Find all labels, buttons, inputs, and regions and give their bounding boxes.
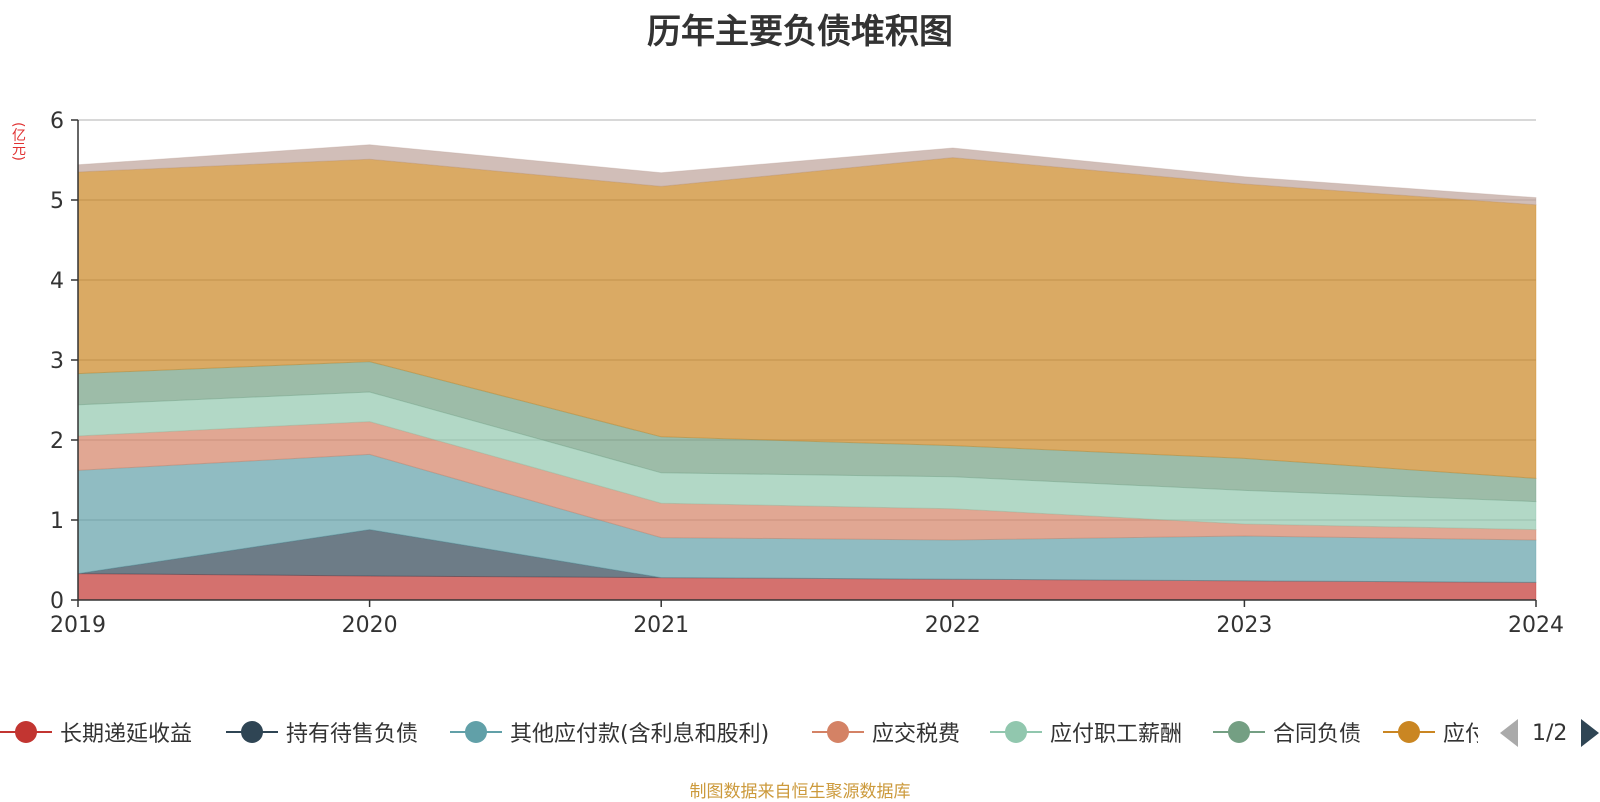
legend: 长期递延收益 持有待售负债 其他应付款(含利息和股利) 应交税费 应付职工薪酬 合同负债 应… xyxy=(0,712,1600,752)
legend-label: 持有待售负债 xyxy=(286,722,419,747)
legend-pager: 1/2 xyxy=(1500,718,1600,748)
x-tick-label: 2019 xyxy=(50,613,106,638)
x-tick-label: 2020 xyxy=(342,613,398,638)
axes: 0 1 2 3 4 5 6 2019 2020 2021 2022 2023 2024 xyxy=(50,109,1564,638)
y-tick-label: 5 xyxy=(50,189,64,214)
legend-marker-icon xyxy=(0,712,52,752)
legend-item[interactable]: 应交税费 xyxy=(812,712,960,752)
data-source-note: 制图数据来自恒生聚源数据库 xyxy=(689,782,911,802)
x-tick-label: 2024 xyxy=(1508,613,1564,638)
legend-label: 其他应付款(含利息和股利) xyxy=(510,722,770,747)
legend-item[interactable]: 长期递延收益 xyxy=(0,712,192,752)
legend-next-page-icon[interactable] xyxy=(1581,719,1600,747)
legend-marker-icon xyxy=(1383,712,1435,752)
x-tick-label: 2021 xyxy=(633,613,689,638)
chart-title: 历年主要负债堆积图 xyxy=(647,12,953,52)
x-tick-label: 2023 xyxy=(1216,613,1272,638)
y-axis-unit-label: (亿元) xyxy=(10,122,26,161)
legend-label: 应交税费 xyxy=(872,722,961,747)
y-tick-label: 4 xyxy=(50,269,64,294)
legend-label: 应付职工薪酬 xyxy=(1050,722,1183,747)
legend-item[interactable]: 其他应付款(含利息和股利) xyxy=(450,712,769,752)
y-tick-label: 6 xyxy=(50,109,64,134)
legend-prev-page-icon[interactable] xyxy=(1500,719,1518,747)
area-series xyxy=(77,144,1537,601)
legend-item[interactable]: 持有待售负债 xyxy=(226,712,418,752)
x-tick-label: 2022 xyxy=(925,613,981,638)
legend-item[interactable]: 应付账款 xyxy=(1383,712,1478,752)
legend-marker-icon xyxy=(1213,712,1265,752)
legend-label: 合同负债 xyxy=(1273,722,1362,747)
y-tick-label: 3 xyxy=(50,349,64,374)
legend-item[interactable]: 应付职工薪酬 xyxy=(990,712,1182,752)
legend-marker-icon xyxy=(226,712,278,752)
stacked-area-chart: 0 1 2 3 4 5 6 2019 2020 2021 2022 2023 2024 xyxy=(50,109,1564,638)
legend-marker-icon xyxy=(990,712,1042,752)
y-tick-label: 2 xyxy=(50,429,64,454)
legend-marker-icon xyxy=(450,712,502,752)
y-tick-label: 1 xyxy=(50,509,64,534)
legend-label: 应付账款 xyxy=(1443,722,1478,747)
y-tick-label: 0 xyxy=(50,589,64,614)
legend-marker-icon xyxy=(812,712,864,752)
area-series-其他[interactable] xyxy=(77,144,1537,206)
legend-items: 长期递延收益 持有待售负债 其他应付款(含利息和股利) 应交税费 应付职工薪酬 合同负债 应… xyxy=(0,712,1478,752)
legend-page-indicator: 1/2 xyxy=(1532,720,1568,746)
legend-item[interactable]: 合同负债 xyxy=(1213,712,1361,752)
legend-label: 长期递延收益 xyxy=(60,722,193,747)
